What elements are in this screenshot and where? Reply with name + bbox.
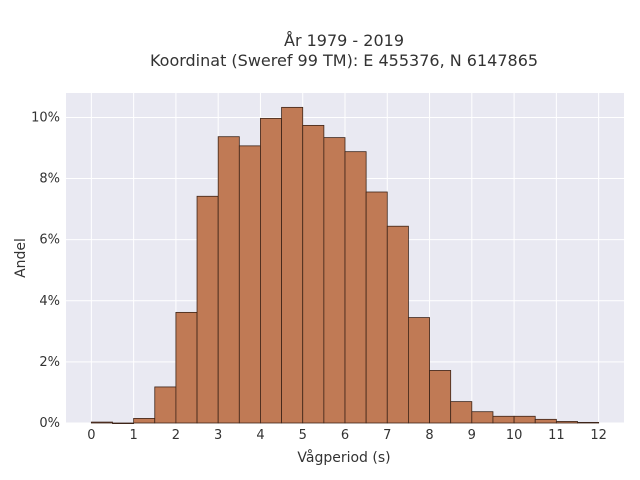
histogram-bar xyxy=(90,421,113,424)
histogram-bar xyxy=(365,191,388,424)
tick-labels: 0 1 2 3 4 5 6 7 8 9 10 11 120%2%4%6%8%10% xyxy=(31,110,607,443)
y-tick-label: 2% xyxy=(39,355,60,370)
histogram-bar xyxy=(154,386,177,424)
x-tick-label: 8 xyxy=(425,428,433,443)
x-axis-title: Vågperiod (s) xyxy=(297,449,390,466)
bars xyxy=(90,106,600,425)
histogram-bar xyxy=(323,137,346,424)
histogram-bar xyxy=(238,145,261,424)
histogram-bar xyxy=(196,195,219,424)
histogram-bar xyxy=(217,136,240,424)
histogram-bar xyxy=(344,151,367,424)
histogram-bar xyxy=(260,117,282,424)
x-tick-label: 11 xyxy=(548,428,565,443)
chart-title-line-2: Koordinat (Sweref 99 TM): E 455376, N 61… xyxy=(150,51,538,70)
x-tick-label: 0 xyxy=(87,428,95,443)
histogram-bar xyxy=(408,317,430,424)
x-tick-label: 12 xyxy=(590,428,607,443)
x-tick-label: 5 xyxy=(299,428,307,443)
chart-title-line-1: År 1979 - 2019 xyxy=(284,31,404,50)
y-tick-label: 10% xyxy=(31,110,60,125)
histogram-bar xyxy=(492,415,515,424)
histogram-bar xyxy=(534,418,557,424)
x-tick-label: 1 xyxy=(129,428,137,443)
y-tick-label: 4% xyxy=(39,294,60,309)
histogram-bar xyxy=(386,225,409,424)
y-tick-label: 0% xyxy=(39,416,60,431)
histogram-bar xyxy=(450,401,473,424)
histogram-bar xyxy=(175,311,198,424)
histogram-bar xyxy=(302,124,325,424)
y-axis-title: Andel xyxy=(13,238,29,278)
y-tick-label: 6% xyxy=(39,233,60,248)
x-tick-label: 10 xyxy=(506,428,523,443)
x-tick-label: 9 xyxy=(468,428,476,443)
histogram-bar xyxy=(513,415,536,424)
histogram-bar xyxy=(555,421,578,424)
x-tick-label: 4 xyxy=(256,428,264,443)
histogram-bar xyxy=(133,418,156,424)
histogram-bar xyxy=(112,422,135,425)
histogram-bar xyxy=(429,370,452,424)
x-tick-label: 3 xyxy=(214,428,222,443)
x-tick-label: 6 xyxy=(341,428,349,443)
histogram-bar xyxy=(281,106,304,424)
histogram-bar xyxy=(471,411,494,424)
x-tick-label: 7 xyxy=(383,428,391,443)
histogram-bar xyxy=(577,421,600,424)
x-tick-label: 2 xyxy=(172,428,180,443)
y-tick-label: 8% xyxy=(39,172,60,187)
